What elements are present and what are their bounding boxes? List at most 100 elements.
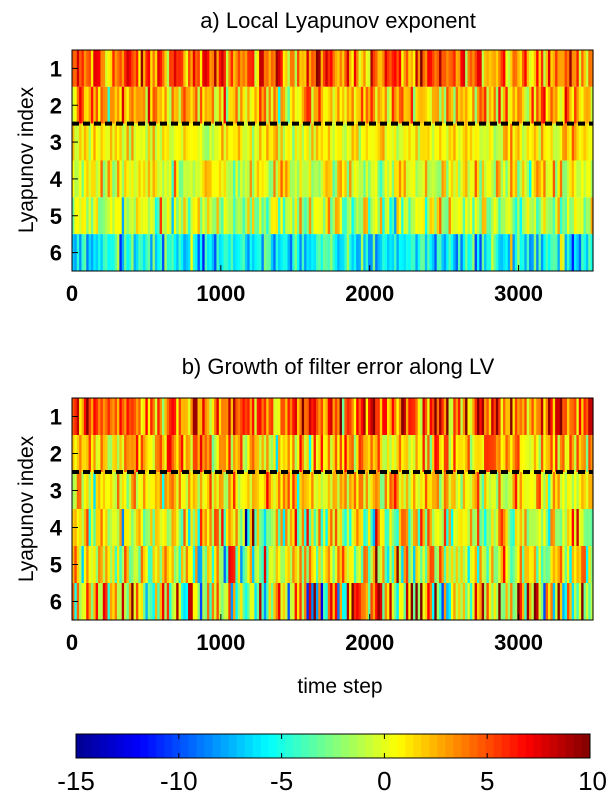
panel-a-cell xyxy=(379,123,383,161)
panel-b-cell xyxy=(434,435,438,472)
panel-b-cell xyxy=(259,509,263,546)
panel-b-cell xyxy=(204,509,208,546)
panel-a-cell xyxy=(121,123,125,161)
panel-b-cell xyxy=(242,398,246,435)
panel-b-cell xyxy=(481,472,485,509)
panel-b-cell xyxy=(583,398,587,435)
panel-a-cell xyxy=(301,160,305,198)
panel-a-cell xyxy=(590,86,594,124)
panel-a-cell xyxy=(263,50,267,87)
panel-b-cell xyxy=(559,509,563,546)
panel-a-cell xyxy=(346,123,350,161)
panel-b-cell xyxy=(578,398,582,435)
panel-a-cell xyxy=(318,234,322,271)
panel-a-cell xyxy=(313,50,317,87)
panel-b-cell xyxy=(339,398,343,435)
panel-b-cell xyxy=(564,509,568,546)
panel-a-cell xyxy=(169,160,173,198)
panel-b-cell xyxy=(83,435,87,472)
panel-b-cell xyxy=(124,398,128,435)
panel-a-cell xyxy=(183,197,187,235)
panel-a-cell xyxy=(88,86,92,124)
panel-b-cell xyxy=(403,546,407,583)
panel-b-cell xyxy=(161,583,165,620)
panel-a-cell xyxy=(190,160,194,198)
panel-a-cell xyxy=(500,234,504,271)
panel-b-cell xyxy=(152,583,156,620)
panel-a-cell xyxy=(145,50,149,87)
panel-a-cell xyxy=(128,50,132,87)
panel-a-cell xyxy=(510,123,514,161)
panel-b-cell xyxy=(401,583,405,620)
panel-a-cell xyxy=(564,197,568,235)
panel-b-cell xyxy=(166,583,170,620)
panel-a-cell xyxy=(131,160,135,198)
panel-b-cell xyxy=(415,509,419,546)
panel-a-cell xyxy=(339,86,343,124)
panel-b-cell xyxy=(254,546,258,583)
panel-b-cell xyxy=(124,435,128,472)
panel-a-cell xyxy=(394,50,398,87)
panel-b-cell xyxy=(370,472,374,509)
panel-a-cell xyxy=(261,123,265,161)
panel-a-cell xyxy=(524,123,528,161)
panel-a-cell xyxy=(396,197,400,235)
colorbar-segment xyxy=(429,734,438,758)
panel-a-cell xyxy=(548,123,551,161)
panel-b-cell xyxy=(76,509,80,546)
panel-b-cell xyxy=(443,583,447,620)
panel-b-cell xyxy=(420,398,424,435)
panel-b-cell xyxy=(365,546,369,583)
panel-a-cell xyxy=(368,234,371,271)
panel-a-cell xyxy=(521,197,525,235)
panel-b-cell xyxy=(543,398,547,435)
panel-b-cell xyxy=(370,546,374,583)
panel-b-cell xyxy=(301,398,305,435)
panel-a-cell xyxy=(585,234,589,271)
panel-b-cell xyxy=(531,435,535,472)
panel-b-cell xyxy=(323,583,326,620)
panel-a-cell xyxy=(161,197,165,235)
panel-b-cell xyxy=(235,583,239,620)
panel-a-cell xyxy=(268,50,272,87)
panel-b-cell xyxy=(339,509,343,546)
panel-a-cell xyxy=(86,197,90,235)
colorbar-segment xyxy=(525,734,535,758)
panel-b-cell xyxy=(467,583,471,620)
panel-b-cell xyxy=(299,546,303,583)
panel-b-cell xyxy=(382,398,386,435)
panel-a-cell xyxy=(294,50,298,87)
panel-a-cell xyxy=(439,86,443,124)
panel-a-cell xyxy=(140,86,144,124)
panel-a-cell xyxy=(427,234,431,271)
panel-a-cell xyxy=(188,197,192,235)
panel-a-cell xyxy=(320,197,324,235)
panel-b-cell xyxy=(439,583,443,620)
panel-a-cell xyxy=(157,86,161,124)
panel-a-cell xyxy=(164,123,168,161)
panel-b-cell xyxy=(178,509,182,546)
panel-b-cell xyxy=(282,583,286,620)
panel-a-cell xyxy=(102,197,106,235)
panel-b-cell xyxy=(214,583,218,620)
panel-a-cell xyxy=(334,234,338,271)
panel-b-cell xyxy=(154,583,158,620)
panel-a-cell xyxy=(135,234,139,271)
panel-a-cell xyxy=(566,160,570,198)
panel-b-cell xyxy=(341,546,345,583)
panel-b-cell xyxy=(431,509,435,546)
panel-a-cell xyxy=(221,160,225,198)
panel-a-cell xyxy=(538,50,542,87)
panel-b-cell xyxy=(270,546,274,583)
panel-b-cell xyxy=(429,546,433,583)
panel-b-cell xyxy=(105,472,109,509)
panel-b-cell xyxy=(443,398,447,435)
panel-a-cell xyxy=(474,234,478,271)
panel-a-cell xyxy=(375,86,379,124)
panel-b-cell xyxy=(375,583,379,620)
panel-a-cell xyxy=(398,123,402,161)
panel-b-cell xyxy=(192,472,196,509)
panel-a-cell xyxy=(413,160,416,198)
